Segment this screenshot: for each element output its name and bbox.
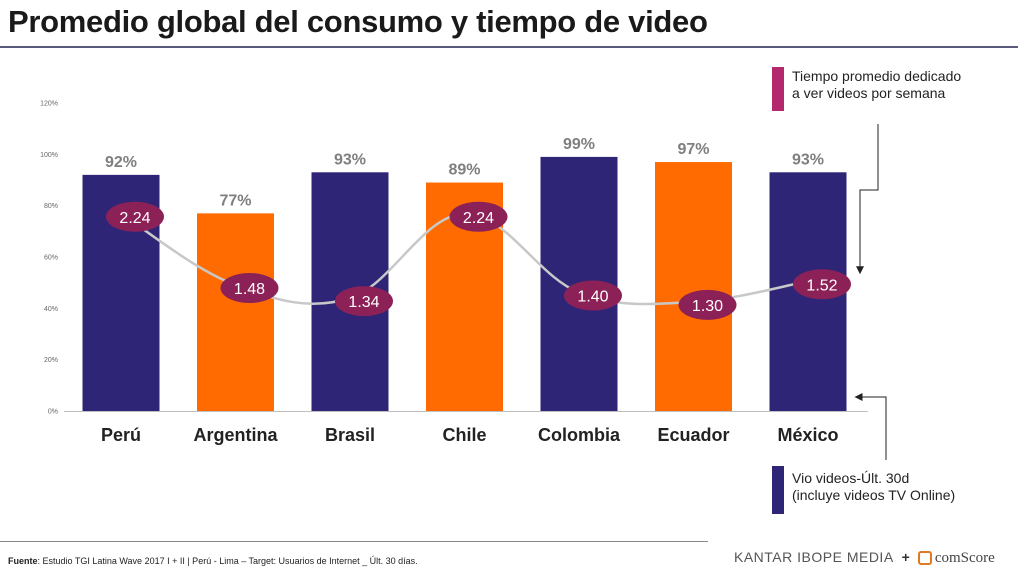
line-point-bubble [106, 201, 164, 232]
callout-line-top [859, 124, 879, 273]
y-tick-label: 40% [44, 306, 58, 313]
line-point-label: 1.52 [806, 277, 837, 294]
line-point-bubble [793, 269, 851, 300]
line-point-label: 1.34 [348, 294, 379, 311]
footer-divider [0, 541, 708, 542]
x-tick-label: Brasil [325, 425, 375, 445]
title-divider [0, 46, 1018, 48]
line-point-bubble [564, 280, 622, 311]
y-tick-label: 100% [40, 152, 58, 159]
bar-5 [655, 162, 732, 411]
y-tick-label: 0% [48, 409, 58, 416]
bar-1 [197, 213, 274, 411]
kantar-logo: KANTAR IBOPE MEDIA [734, 549, 894, 565]
legend-bar-label-2: (incluye videos TV Online) [792, 487, 956, 503]
callout-arrowhead-bottom [854, 393, 863, 401]
y-tick-label: 20% [44, 357, 58, 364]
callout-line-bottom [860, 396, 887, 460]
bar-value-label: 93% [334, 151, 366, 168]
comscore-icon [917, 551, 932, 565]
source-text: : Estudio TGI Latina Wave 2017 I + II | … [37, 556, 418, 566]
comscore-logo: comScore [934, 550, 995, 566]
line-point-bubble [678, 289, 737, 320]
bar-value-label: 89% [448, 162, 480, 179]
bar-value-label: 77% [219, 192, 251, 209]
x-tick-label: Argentina [193, 425, 278, 445]
x-tick-label: México [777, 425, 838, 445]
bar-value-label: 97% [677, 141, 709, 158]
y-tick-label: 80% [44, 203, 58, 210]
line-point-bubble [449, 201, 508, 232]
legend-bar-label-1: Vio videos-Últ. 30d [792, 470, 910, 486]
line-point-label: 2.24 [463, 210, 494, 227]
x-tick-label: Colombia [538, 425, 621, 445]
bar-value-label: 93% [792, 151, 824, 168]
bar-value-label: 92% [105, 154, 137, 171]
line-point-label: 1.30 [692, 298, 723, 315]
logo-plus: + [901, 549, 910, 565]
legend-bar-swatch [772, 466, 784, 514]
line-point-bubble [220, 273, 279, 303]
y-tick-label: 120% [40, 101, 58, 108]
bar-value-label: 99% [563, 136, 595, 153]
page-title: Promedio global del consumo y tiempo de … [8, 4, 708, 39]
legend-line-label-1: Tiempo promedio dedicado [792, 68, 962, 84]
source-prefix: Fuente [8, 556, 38, 566]
x-tick-label: Ecuador [657, 425, 729, 445]
footer-logos: KANTAR IBOPE MEDIA + comScore [734, 549, 995, 567]
line-point-bubble [335, 286, 393, 317]
x-tick-label: Perú [101, 425, 141, 445]
line-point-label: 1.48 [234, 281, 265, 298]
line-point-label: 2.24 [119, 210, 150, 227]
callout-arrowhead-top [856, 266, 864, 275]
x-tick-label: Chile [442, 425, 486, 445]
y-tick-label: 60% [44, 255, 58, 262]
line-point-label: 1.40 [577, 289, 608, 306]
source-note: Fuente: Estudio TGI Latina Wave 2017 I +… [8, 556, 418, 566]
legend-line-label-2: a ver videos por semana [792, 85, 946, 101]
legend-line-swatch [772, 67, 784, 111]
